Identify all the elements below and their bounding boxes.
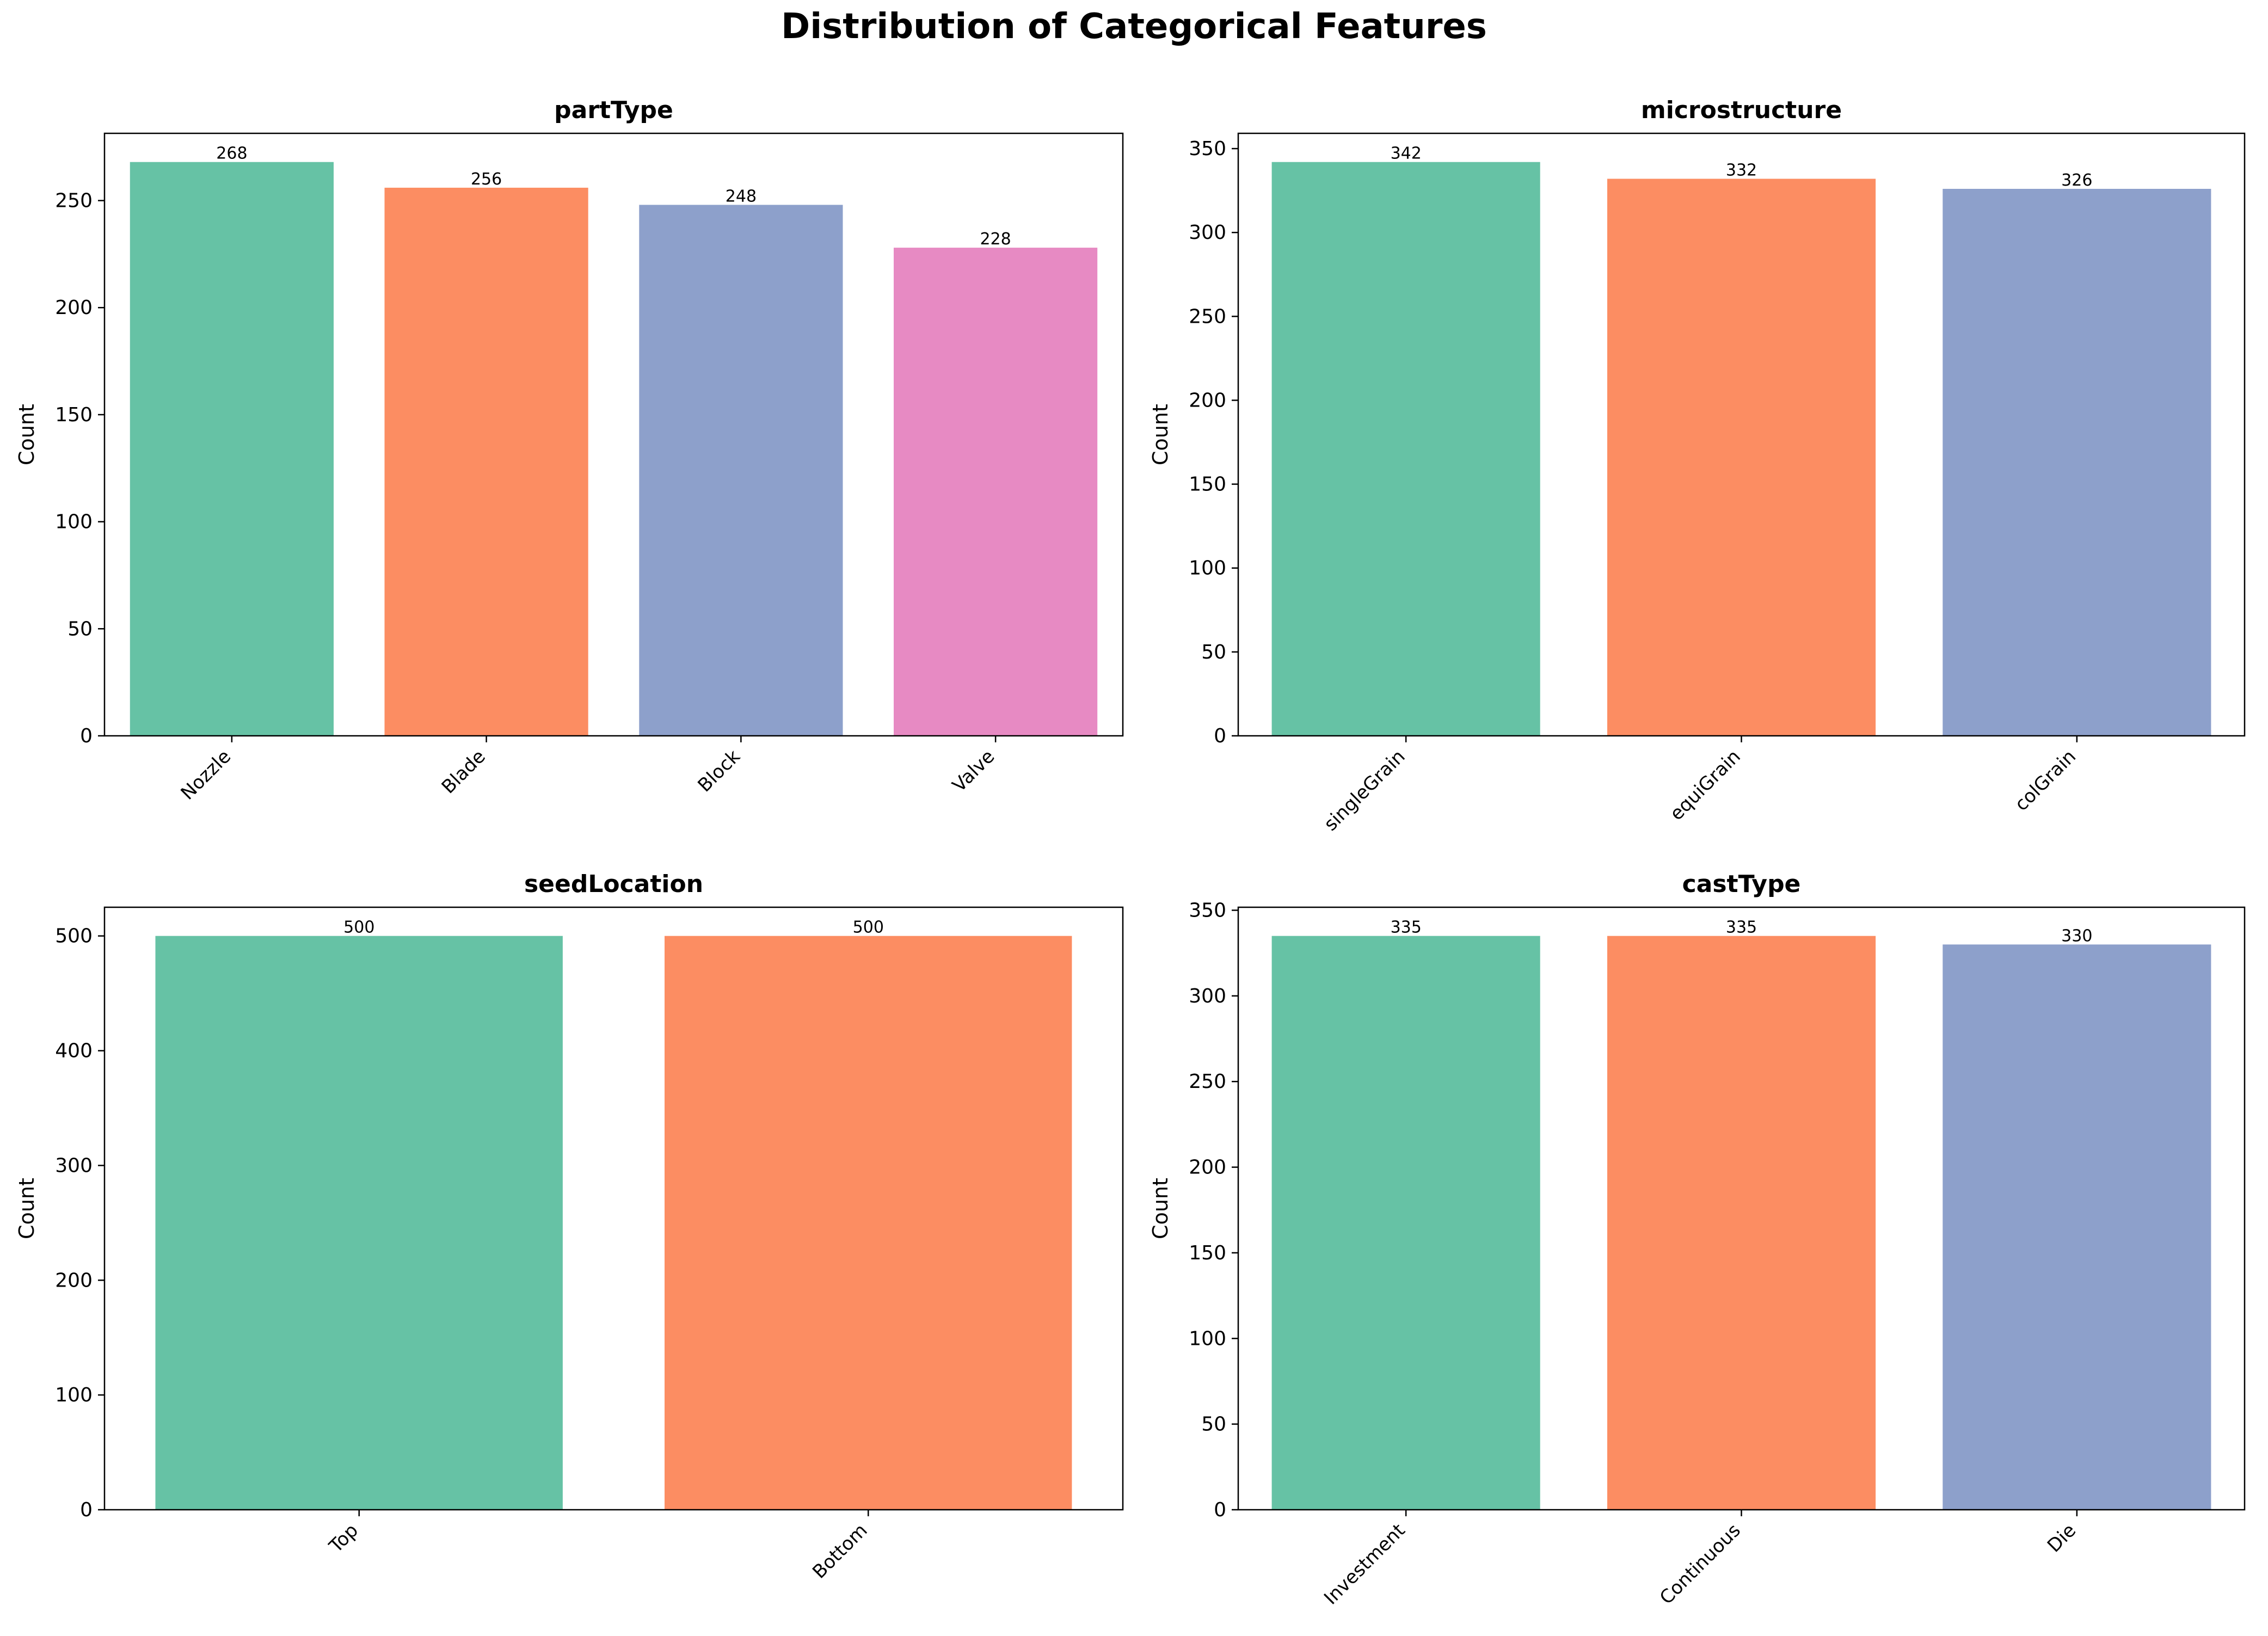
x-tick-label-Die: Die	[2043, 1520, 2080, 1557]
y-tick-label: 350	[1189, 900, 1226, 922]
data-label-Die: 330	[2061, 926, 2092, 945]
bar-Nozzle	[130, 162, 334, 736]
y-tick-label: 200	[1189, 1157, 1226, 1179]
data-label-Bottom: 500	[853, 918, 884, 937]
y-axis-label: Count	[1148, 404, 1172, 465]
y-tick-label: 300	[55, 1154, 93, 1177]
subplot-3: 500 Top 500 Bottom 0 100 200 300 400 500 seedLocat…	[15, 870, 1124, 1583]
bar-equiGrain	[1607, 179, 1876, 736]
bar-Investment	[1271, 936, 1540, 1510]
y-tick-label: 100	[1189, 557, 1226, 580]
subplot-title: seedLocation	[524, 870, 703, 898]
y-tick-label: 200	[55, 297, 93, 319]
axes-frame	[1237, 132, 2246, 737]
y-tick-label: 350	[1189, 138, 1226, 160]
x-tick-label-Blade: Blade	[438, 746, 490, 798]
bar-Block	[639, 205, 843, 736]
x-tick-label-singleGrain: singleGrain	[1320, 746, 1410, 835]
x-tick-label-Top: Top	[325, 1520, 363, 1558]
y-tick-label: 200	[55, 1269, 93, 1291]
bar-Valve	[894, 248, 1098, 736]
x-tick-label-equiGrain: equiGrain	[1665, 746, 1744, 825]
y-tick-label: 0	[1214, 1499, 1226, 1521]
subplot-title: castType	[1682, 870, 1801, 898]
axes-frame	[1237, 906, 2246, 1511]
y-axis-label: Count	[15, 1178, 39, 1239]
data-label-Nozzle: 268	[216, 144, 247, 163]
subplot-4: 335 Investment 335 Continuous 330 Die 0 50 100 15…	[1148, 870, 2246, 1609]
data-label-Block: 248	[726, 187, 757, 206]
bar-Bottom	[665, 936, 1072, 1510]
y-axis-label: Count	[15, 404, 39, 465]
y-tick-label: 150	[1189, 1242, 1226, 1264]
y-tick-label: 250	[1189, 305, 1226, 328]
y-tick-label: 100	[55, 1384, 93, 1406]
y-tick-label: 100	[55, 511, 93, 533]
x-tick-label-Investment: Investment	[1320, 1520, 1409, 1609]
y-tick-label: 0	[80, 1499, 93, 1521]
subplot-title: partType	[554, 96, 673, 124]
axes-frame	[103, 132, 1124, 737]
bar-Top	[155, 936, 563, 1510]
y-tick-label: 150	[55, 404, 93, 426]
subplot-1: 268 Nozzle 256 Blade 248 Block 228 Valve 0 50 100 1…	[15, 96, 1124, 804]
y-tick-label: 200	[1189, 390, 1226, 412]
x-tick-label-Block: Block	[693, 746, 745, 797]
axes-frame	[103, 906, 1124, 1511]
bar-Blade	[384, 187, 588, 736]
y-tick-label: 50	[1201, 641, 1226, 663]
data-label-singleGrain: 342	[1391, 144, 1422, 163]
x-tick-label-colGrain: colGrain	[2011, 746, 2080, 815]
x-tick-label-Valve: Valve	[948, 746, 999, 796]
x-tick-label-Bottom: Bottom	[808, 1520, 871, 1583]
figure-title: Distribution of Categorical Features	[781, 7, 1487, 47]
data-label-colGrain: 326	[2061, 171, 2092, 190]
bar-singleGrain	[1271, 162, 1540, 736]
data-label-Valve: 228	[980, 230, 1011, 249]
x-tick-label-Nozzle: Nozzle	[177, 746, 236, 804]
data-label-Blade: 256	[471, 170, 502, 189]
bar-colGrain	[1943, 189, 2211, 736]
y-tick-label: 50	[67, 618, 93, 640]
data-label-Investment: 335	[1391, 918, 1422, 937]
data-label-equiGrain: 332	[1726, 161, 1757, 180]
y-tick-label: 300	[1189, 985, 1226, 1007]
bar-Die	[1943, 944, 2211, 1510]
y-tick-label: 0	[1214, 725, 1226, 747]
y-tick-label: 400	[55, 1040, 93, 1062]
data-label-Continuous: 335	[1726, 918, 1757, 937]
subplot-2: 342 singleGrain 332 equiGrain 326 colGrain 0 50…	[1148, 96, 2246, 835]
y-tick-label: 500	[55, 925, 93, 948]
x-tick-label-Continuous: Continuous	[1656, 1520, 1745, 1609]
data-label-Top: 500	[343, 918, 374, 937]
y-tick-label: 150	[1189, 473, 1226, 496]
y-tick-label: 0	[80, 725, 93, 747]
y-tick-label: 100	[1189, 1327, 1226, 1350]
y-tick-label: 250	[1189, 1071, 1226, 1093]
y-tick-label: 50	[1201, 1413, 1226, 1436]
subplot-title: microstructure	[1641, 96, 1842, 124]
y-axis-label: Count	[1148, 1178, 1172, 1239]
bar-Continuous	[1607, 936, 1876, 1510]
y-tick-label: 300	[1189, 222, 1226, 244]
y-tick-label: 250	[55, 190, 93, 212]
